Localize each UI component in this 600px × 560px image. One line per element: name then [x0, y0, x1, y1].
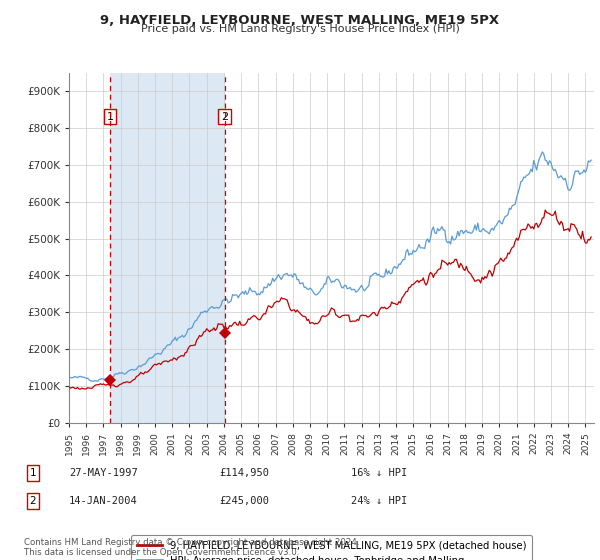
Bar	[110, 73, 224, 423]
Text: Price paid vs. HM Land Registry's House Price Index (HPI): Price paid vs. HM Land Registry's House …	[140, 24, 460, 34]
Text: 2: 2	[29, 496, 37, 506]
Text: 9, HAYFIELD, LEYBOURNE, WEST MALLING, ME19 5PX: 9, HAYFIELD, LEYBOURNE, WEST MALLING, ME…	[100, 14, 500, 27]
Text: Contains HM Land Registry data © Crown copyright and database right 2024.
This d: Contains HM Land Registry data © Crown c…	[24, 538, 359, 557]
Text: £114,950: £114,950	[219, 468, 269, 478]
Text: 1: 1	[29, 468, 37, 478]
Text: 27-MAY-1997: 27-MAY-1997	[69, 468, 138, 478]
Text: 2: 2	[221, 111, 228, 122]
Text: 16% ↓ HPI: 16% ↓ HPI	[351, 468, 407, 478]
Text: 14-JAN-2004: 14-JAN-2004	[69, 496, 138, 506]
Text: £245,000: £245,000	[219, 496, 269, 506]
Text: 1: 1	[106, 111, 113, 122]
Text: 24% ↓ HPI: 24% ↓ HPI	[351, 496, 407, 506]
Legend: 9, HAYFIELD, LEYBOURNE, WEST MALLING, ME19 5PX (detached house), HPI: Average pr: 9, HAYFIELD, LEYBOURNE, WEST MALLING, ME…	[131, 535, 532, 560]
